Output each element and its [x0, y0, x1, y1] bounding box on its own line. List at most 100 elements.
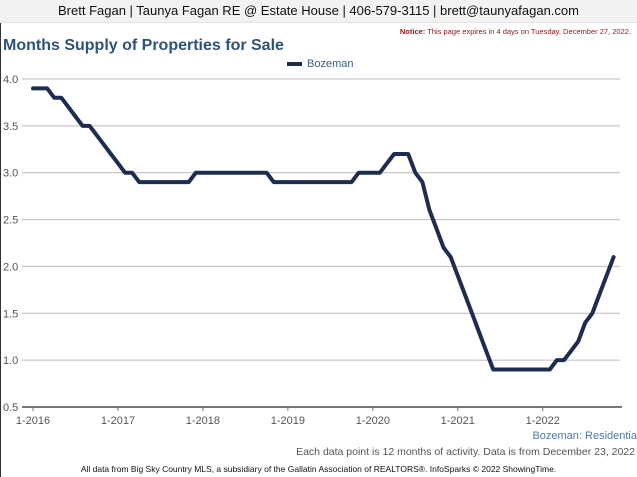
data-point[interactable]	[385, 161, 389, 165]
x-tick-label: 1-2022	[526, 415, 560, 427]
data-point[interactable]	[279, 180, 283, 184]
data-point[interactable]	[215, 171, 219, 175]
data-point[interactable]	[597, 293, 601, 297]
footer-credit: All data from Big Sky Country MLS, a sub…	[80, 464, 557, 474]
data-point[interactable]	[286, 180, 290, 184]
data-point[interactable]	[498, 368, 502, 372]
data-point[interactable]	[293, 180, 297, 184]
data-point[interactable]	[427, 208, 431, 212]
y-axis-ticks: 4.0 3.5 3.0 2.5 2.0 1.5 1.0 0.5	[3, 74, 18, 414]
data-point[interactable]	[321, 180, 325, 184]
data-point[interactable]	[314, 180, 318, 184]
data-point[interactable]	[364, 171, 368, 175]
data-point[interactable]	[158, 180, 162, 184]
y-tick-label: 2.0	[3, 261, 18, 273]
data-point[interactable]	[548, 368, 552, 372]
data-point[interactable]	[187, 180, 191, 184]
data-point[interactable]	[491, 368, 495, 372]
source-label[interactable]: Bozeman: Residentia	[532, 430, 637, 442]
data-point[interactable]	[569, 349, 573, 353]
data-point[interactable]	[583, 321, 587, 325]
data-point[interactable]	[31, 86, 35, 90]
data-point[interactable]	[590, 311, 594, 315]
data-point[interactable]	[130, 171, 134, 175]
data-point[interactable]	[95, 133, 99, 137]
data-point[interactable]	[208, 171, 212, 175]
legend-swatch	[287, 62, 302, 66]
data-point[interactable]	[272, 180, 276, 184]
data-point[interactable]	[470, 311, 474, 315]
data-point[interactable]	[541, 368, 545, 372]
data-point[interactable]	[442, 246, 446, 250]
y-tick-label: 3.5	[3, 121, 18, 133]
data-point[interactable]	[59, 96, 63, 100]
data-point[interactable]	[116, 161, 120, 165]
data-point[interactable]	[73, 114, 77, 118]
data-point[interactable]	[576, 339, 580, 343]
data-point[interactable]	[350, 180, 354, 184]
x-tick-label: 1-2018	[186, 415, 220, 427]
data-point[interactable]	[307, 180, 311, 184]
data-point[interactable]	[477, 330, 481, 334]
data-point[interactable]	[38, 86, 42, 90]
data-point[interactable]	[180, 180, 184, 184]
data-point[interactable]	[520, 368, 524, 372]
y-tick-label: 1.0	[3, 355, 18, 367]
data-point[interactable]	[222, 171, 226, 175]
data-point[interactable]	[88, 124, 92, 128]
data-point[interactable]	[555, 358, 559, 362]
data-point[interactable]	[357, 171, 361, 175]
data-point[interactable]	[258, 171, 262, 175]
data-point[interactable]	[562, 358, 566, 362]
data-point[interactable]	[81, 124, 85, 128]
data-point[interactable]	[328, 180, 332, 184]
data-point[interactable]	[250, 171, 254, 175]
data-point[interactable]	[343, 180, 347, 184]
data-point[interactable]	[604, 274, 608, 278]
contact-line: Brett Fagan | Taunya Fagan RE @ Estate H…	[58, 3, 579, 18]
series-line-bozeman[interactable]	[31, 86, 616, 372]
data-point[interactable]	[456, 274, 460, 278]
data-point[interactable]	[612, 255, 616, 259]
data-point[interactable]	[45, 86, 49, 90]
data-point[interactable]	[534, 368, 538, 372]
data-point[interactable]	[123, 171, 127, 175]
data-point[interactable]	[243, 171, 247, 175]
data-point[interactable]	[236, 171, 240, 175]
data-point[interactable]	[463, 293, 467, 297]
data-point[interactable]	[413, 171, 417, 175]
data-point[interactable]	[109, 152, 113, 156]
data-point[interactable]	[52, 96, 56, 100]
data-point[interactable]	[435, 227, 439, 231]
data-point[interactable]	[102, 143, 106, 147]
data-point[interactable]	[166, 180, 170, 184]
data-point[interactable]	[151, 180, 155, 184]
data-point[interactable]	[392, 152, 396, 156]
data-point[interactable]	[300, 180, 304, 184]
data-point[interactable]	[449, 255, 453, 259]
contact-header: Brett Fagan | Taunya Fagan RE @ Estate H…	[0, 0, 637, 23]
data-point[interactable]	[527, 368, 531, 372]
data-point[interactable]	[420, 180, 424, 184]
x-tick-label: 1-2019	[271, 415, 305, 427]
data-point[interactable]	[137, 180, 141, 184]
y-tick-label: 0.5	[3, 402, 18, 414]
data-note: Each data point is 12 months of activity…	[296, 446, 635, 458]
data-point[interactable]	[484, 349, 488, 353]
data-point[interactable]	[194, 171, 198, 175]
data-point[interactable]	[144, 180, 148, 184]
data-point[interactable]	[229, 171, 233, 175]
data-point[interactable]	[371, 171, 375, 175]
legend[interactable]: Bozeman	[287, 58, 353, 70]
data-point[interactable]	[66, 105, 70, 109]
data-point[interactable]	[378, 171, 382, 175]
data-point[interactable]	[201, 171, 205, 175]
data-point[interactable]	[505, 368, 509, 372]
data-point[interactable]	[173, 180, 177, 184]
gridlines	[22, 78, 620, 361]
data-point[interactable]	[512, 368, 516, 372]
data-point[interactable]	[265, 171, 269, 175]
data-point[interactable]	[335, 180, 339, 184]
data-point[interactable]	[399, 152, 403, 156]
data-point[interactable]	[406, 152, 410, 156]
